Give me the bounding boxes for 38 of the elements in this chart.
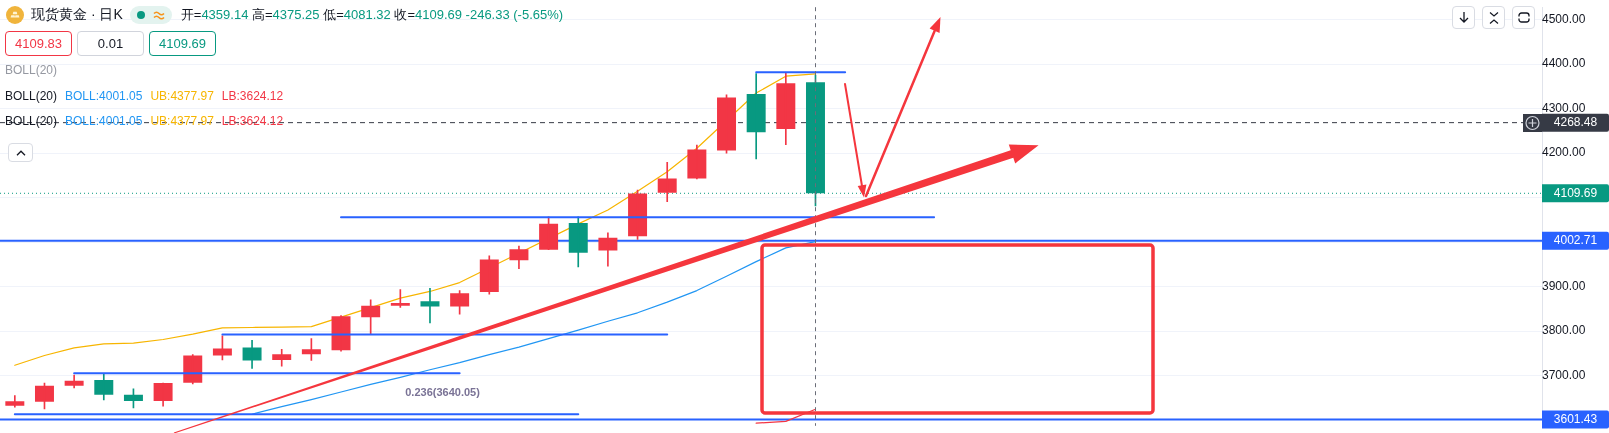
candlestick (657, 162, 677, 202)
sell-price-field: 4109.83 (5, 31, 72, 56)
y-tick-label: 4500.00 (1541, 11, 1586, 26)
text: BOLL(20) (5, 89, 58, 103)
text: BOLL:4001.05 (65, 114, 143, 128)
text: BOLL:4001.05 (65, 89, 143, 103)
annotation: 0.236(3640.05) (405, 385, 481, 398)
text: UB:4377.97 (150, 89, 214, 103)
candlestick (420, 288, 440, 324)
candlestick (64, 374, 84, 389)
y-tick-label: 3800.00 (1541, 323, 1586, 338)
candlestick (153, 382, 173, 407)
candlestick (776, 72, 796, 145)
candlestick (94, 372, 114, 401)
candlestick (568, 216, 588, 268)
y-tick-label: 4300.00 (1541, 100, 1586, 115)
chart-title: 现货黄金 · 日K (31, 6, 123, 24)
candlestick (272, 348, 292, 367)
candlestick (479, 255, 499, 295)
text: BOLL(20) (5, 114, 58, 128)
candlestick (598, 232, 618, 267)
legend-title: BOLL(20) (5, 63, 58, 77)
candlestick (390, 289, 410, 308)
amount-field: 0.01 (77, 31, 144, 56)
text: LB:3624.12 (221, 89, 284, 103)
text: 3601.43 (1553, 411, 1598, 426)
text: 4002.71 (1553, 233, 1598, 248)
y-tick-label: 3700.00 (1541, 367, 1586, 382)
text: UB:4377.97 (150, 114, 214, 128)
chart-subtitle: 开=4359.14 高=4375.25 低=4081.32 收=4109.69 -246.33 (-5.65%) (180, 7, 564, 22)
text: 4268.48 (1553, 114, 1598, 129)
text: 4109.69 (1553, 185, 1598, 200)
buy-price-field: 4109.69 (149, 31, 216, 56)
text: LB:3624.12 (221, 114, 284, 128)
y-tick-label: 3900.00 (1541, 278, 1586, 293)
candlestick (5, 395, 25, 408)
y-tick-label: 4200.00 (1541, 145, 1586, 160)
y-tick-label: 4400.00 (1541, 56, 1586, 71)
